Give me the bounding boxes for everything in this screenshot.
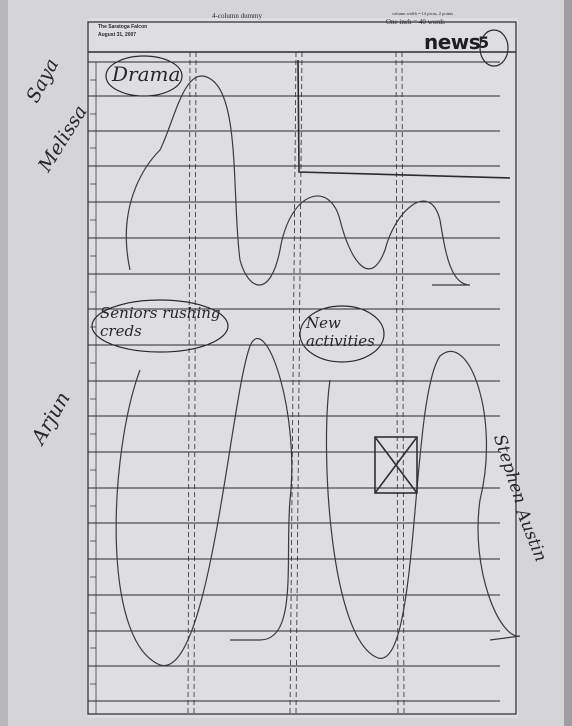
drama-label: Drama [112,62,181,86]
left-ruler [90,62,97,714]
activities-story-sketch [325,350,521,659]
section-number: 5 [478,33,490,52]
dummy-title: 4-column dummy [212,12,262,20]
activities-label-circle [299,305,385,363]
section-name: news [424,30,481,54]
publication-name: The Saratoga Falcon [98,24,148,30]
column-gutters [187,51,405,715]
inch-lines [88,95,500,702]
seniors-story-sketch [115,337,293,666]
image-placeholder-box [374,436,418,494]
seniors-label-circle [91,299,229,353]
issue-date: August 31, 2007 [98,32,137,38]
drama-story-sketch [125,75,471,286]
column-width-info: column width = 14 picas, 2 points [392,11,454,16]
page-border [87,21,517,715]
photo-box-outline [297,59,511,179]
seniors-label: Seniors rushing creds [100,304,221,340]
section-number-circle [479,29,509,67]
drama-label-circle [105,55,183,97]
activities-label: New activities [306,314,375,350]
layout-dummy-grid [88,18,518,718]
